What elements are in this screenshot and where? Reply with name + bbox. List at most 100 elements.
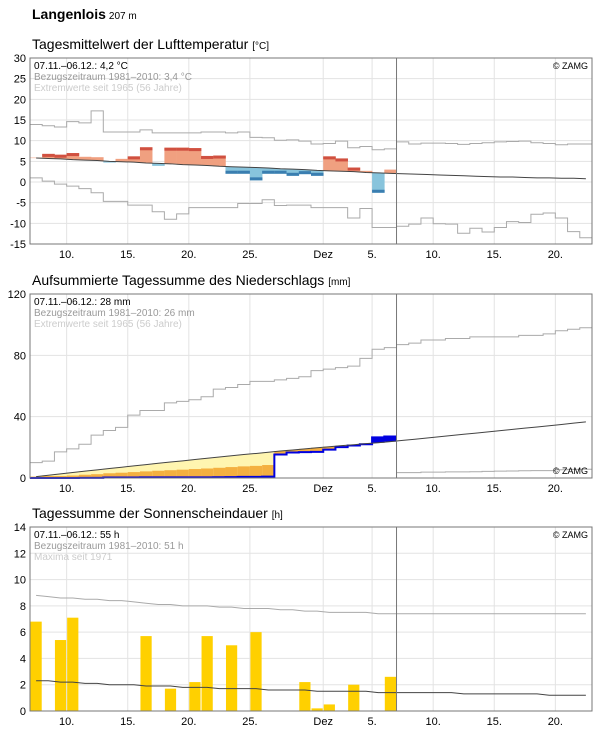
temperature-bar-cap <box>127 156 141 160</box>
sunshine-bar <box>67 617 79 711</box>
sunshine-bar <box>323 704 335 711</box>
precipitation-deficit-rim <box>66 475 80 478</box>
sunshine-max-line <box>36 594 586 615</box>
sunshine-unit: [h] <box>271 510 283 521</box>
precipitation-deficit-rim <box>262 465 275 477</box>
precipitation-deficit-area <box>66 472 80 478</box>
temperature-bar <box>201 155 214 166</box>
temperature-bar <box>78 156 92 161</box>
precipitation-deficit-rim <box>103 473 116 478</box>
sunshine-bar <box>348 684 360 711</box>
temperature-unit: [°C] <box>252 41 269 52</box>
sunshine-bar <box>384 676 397 711</box>
y-tick-label: 0 <box>20 473 26 485</box>
y-tick-label: 25 <box>14 74 26 86</box>
precipitation-deficit-area <box>103 468 116 478</box>
temperature-bar <box>103 161 116 163</box>
temperature-bar <box>237 167 251 174</box>
x-tick-label: 15. <box>487 483 502 495</box>
sunshine-bar <box>250 632 262 711</box>
x-tick-label: 5. <box>367 716 376 728</box>
temperature-bar-cap <box>347 167 361 171</box>
precipitation-deficit-rim <box>139 471 153 478</box>
y-tick-label: 14 <box>14 522 26 534</box>
temperature-bar <box>335 158 348 172</box>
temperature-bar <box>139 147 153 163</box>
temperature-bar-cap <box>54 154 67 158</box>
y-tick-label: -10 <box>10 218 26 230</box>
temperature-bar-cap <box>225 170 238 174</box>
x-tick-label: 25. <box>242 249 257 261</box>
sunshine-bar <box>225 645 238 711</box>
temperature-bar <box>188 148 202 166</box>
x-tick-label: 10. <box>426 483 441 495</box>
precipitation-chart: 120 80 40 0 10. 15. 20. 25. Dez 5. 10. 15. 20. 07.11.… <box>8 289 593 495</box>
temperature-bar-cap <box>139 147 153 151</box>
precipitation-deficit-rim <box>152 470 165 478</box>
x-tick-label: 10. <box>59 249 74 261</box>
precipitation-deficit-rim <box>274 451 287 455</box>
temperature-bar-cap <box>298 171 312 175</box>
x-tick-label: 5. <box>367 249 376 261</box>
station-header: Langenlois 207 m <box>32 6 137 22</box>
y-tick-label: 80 <box>14 350 26 362</box>
precipitation-normal-line <box>36 421 586 478</box>
y-tick-label: 2 <box>20 680 26 692</box>
sunshine-bar <box>140 636 152 711</box>
temperature-bar <box>176 147 190 165</box>
sunshine-normal-line <box>36 680 586 696</box>
precipitation-title-text: Aufsummierte Tagessumme des Niederschlag… <box>32 272 325 288</box>
temperature-bar <box>164 147 177 164</box>
temperature-bar-cap <box>311 172 324 176</box>
precipitation-deficit-rim <box>225 467 238 478</box>
precipitation-deficit-rim <box>78 474 92 478</box>
sunshine-bar <box>30 621 42 711</box>
x-tick-label: 10. <box>59 483 74 495</box>
temperature-bar <box>372 172 385 193</box>
summary-label: 07.11.–06.12.: 28 mm <box>34 297 131 308</box>
precipitation-deficit-area <box>78 471 92 478</box>
x-tick-label: 20. <box>548 483 563 495</box>
precipitation-surplus-bar <box>384 436 397 442</box>
temperature-title: Tagesmittelwert der Lufttemperatur [°C] <box>32 36 269 52</box>
precipitation-deficit-rim <box>323 446 336 450</box>
copyright-label: © ZAMG <box>553 466 588 476</box>
temperature-bar-cap <box>262 170 275 174</box>
precipitation-deficit-rim <box>201 468 214 478</box>
x-tick-label: 15. <box>487 249 502 261</box>
x-tick-label: 5. <box>367 483 376 495</box>
sunshine-bar <box>299 682 311 711</box>
precipitation-surplus-bar <box>372 437 385 443</box>
sunshine-title: Tagessumme der Sonnenscheindauer [h] <box>32 505 283 521</box>
y-tick-label: 4 <box>20 653 26 665</box>
x-tick-label: 20. <box>548 716 563 728</box>
copyright-label: © ZAMG <box>553 61 588 71</box>
extremes-label: Extremwerte seit 1965 (56 Jahre) <box>34 319 182 330</box>
precipitation-deficit-rim <box>298 448 312 453</box>
temperature-bar <box>213 155 226 167</box>
temperature-bar-cap <box>188 148 202 152</box>
x-tick-label: 10. <box>426 249 441 261</box>
x-tick-label: 15. <box>120 716 135 728</box>
x-tick-label: Dez <box>313 716 333 728</box>
x-tick-label: 15. <box>120 483 135 495</box>
precipitation-deficit-rim <box>115 472 129 478</box>
x-tick-label: 25. <box>242 716 257 728</box>
temperature-bar-cap <box>274 170 287 174</box>
precipitation-deficit-rim <box>127 472 141 478</box>
temperature-max-line <box>30 110 592 151</box>
temperature-bar <box>91 157 104 161</box>
temperature-bar-cap <box>164 147 177 151</box>
temperature-bar-cap <box>335 158 348 162</box>
y-tick-label: 120 <box>8 289 26 301</box>
precipitation-deficit-rim <box>213 467 226 478</box>
plot-area <box>30 294 592 478</box>
x-tick-label: 10. <box>59 716 74 728</box>
sunshine-title-text: Tagessumme der Sonnenscheindauer <box>32 505 268 521</box>
copyright-label: © ZAMG <box>553 530 588 540</box>
sunshine-bar <box>54 640 67 711</box>
y-tick-label: 0 <box>20 177 26 189</box>
y-tick-label: 6 <box>20 627 26 639</box>
reference-label: Bezugszeitraum 1981–2010: 3,4 °C <box>34 72 192 83</box>
